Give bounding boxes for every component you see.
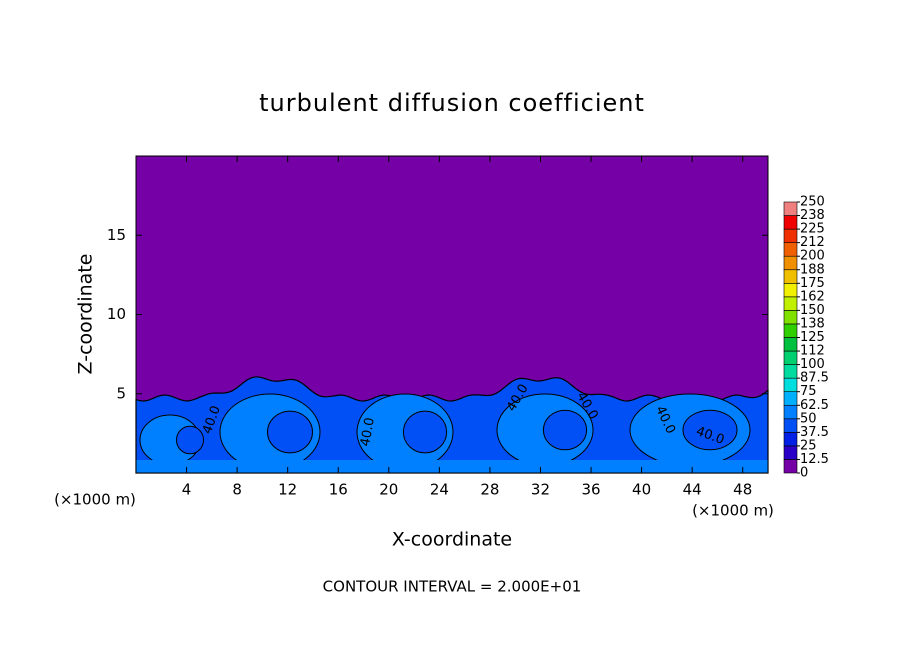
colorbar-label: 212 <box>800 235 825 250</box>
colorbar-label: 200 <box>800 249 825 264</box>
x-unit-label: (×1000 m) <box>692 502 774 520</box>
chart-title: turbulent diffusion coefficient <box>259 89 645 117</box>
colorbar-band <box>783 391 798 406</box>
colorbar-label: 37.5 <box>800 425 829 440</box>
x-tick-label: 4 <box>182 481 192 499</box>
colorbar-band <box>783 418 798 433</box>
colorbar-band <box>783 296 798 311</box>
colorbar-label: 250 <box>800 195 825 210</box>
x-tick-label: 28 <box>480 481 499 499</box>
x-tick-label: 44 <box>683 481 702 499</box>
colorbar-band <box>783 432 798 447</box>
x-axis-label: X-coordinate <box>392 529 512 551</box>
colorbar-band <box>783 215 798 230</box>
colorbar-label: 125 <box>800 330 825 345</box>
colorbar-label: 50 <box>800 411 817 426</box>
y-tick-label: 5 <box>116 384 126 402</box>
y-tick-label: 15 <box>107 226 126 244</box>
colorbar-label: 138 <box>800 316 825 331</box>
y-axis-label: Z-coordinate <box>75 254 97 375</box>
colorbar-label: 87.5 <box>800 371 829 386</box>
colorbar-band <box>783 337 798 352</box>
colorbar-label: 150 <box>800 303 825 318</box>
x-tick-label: 36 <box>581 481 600 499</box>
footer-note: CONTOUR INTERVAL = 2.000E+01 <box>323 578 582 596</box>
colorbar-band <box>783 255 798 271</box>
colorbar-label: 238 <box>800 208 825 223</box>
x-tick-label: 40 <box>632 481 651 499</box>
colorbar-band <box>783 242 798 257</box>
x-unit-label: (×1000 m) <box>54 491 136 509</box>
colorbar-label: 0 <box>800 466 808 481</box>
colorbar-label: 75 <box>800 384 817 399</box>
eddy-core <box>176 425 204 455</box>
x-tick-label: 48 <box>733 481 752 499</box>
colorbar-label: 162 <box>800 289 825 304</box>
colorbar-band <box>783 201 798 216</box>
x-tick-label: 16 <box>329 481 348 499</box>
colorbar-label: 175 <box>800 276 825 291</box>
y-tick-label: 10 <box>107 305 126 323</box>
colorbar-band <box>783 459 798 474</box>
colorbar-label: 100 <box>800 357 825 372</box>
surface-layer <box>136 460 768 473</box>
colorbar-label: 12.5 <box>800 452 829 467</box>
x-tick-label: 32 <box>531 481 550 499</box>
colorbar-band <box>783 364 798 379</box>
colorbar-band <box>783 228 798 243</box>
eddy-core <box>542 409 588 451</box>
colorbar-label: 188 <box>800 262 825 277</box>
colorbar-label: 25 <box>800 438 817 453</box>
colorbar-band <box>783 350 798 365</box>
x-tick-label: 24 <box>430 481 449 499</box>
colorbar-band <box>783 282 798 298</box>
eddy-core <box>682 409 738 451</box>
colorbar-label: 62.5 <box>800 398 829 413</box>
colorbar-band <box>783 377 798 392</box>
contour-label: 40.0 <box>358 416 378 447</box>
x-tick-label: 20 <box>379 481 398 499</box>
colorbar-band <box>783 445 798 460</box>
colorbar-band <box>783 323 798 338</box>
eddy-core <box>402 410 448 454</box>
eddy-core <box>267 410 313 454</box>
colorbar-band <box>783 310 798 325</box>
colorbar-label: 112 <box>800 344 825 359</box>
colorbar-label: 225 <box>800 222 825 237</box>
x-tick-label: 8 <box>232 481 242 499</box>
colorbar-band <box>783 404 798 420</box>
x-tick-label: 12 <box>278 481 297 499</box>
colorbar-band <box>783 269 798 284</box>
